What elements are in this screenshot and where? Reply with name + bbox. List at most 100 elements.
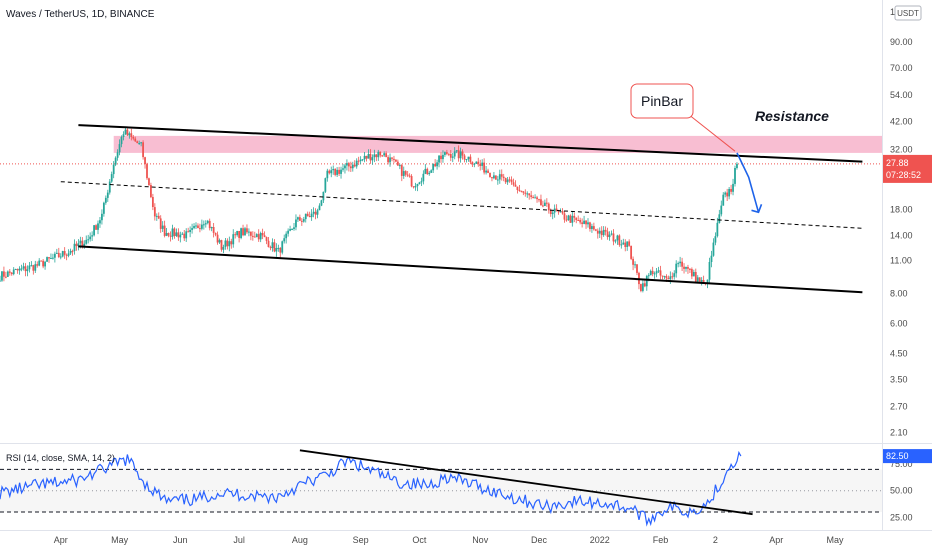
time-axis[interactable]: Apr May Jun Jul Aug Sep Oct Nov Dec 2022 Feb 2 Apr Ma… — [54, 535, 844, 545]
candle-body — [116, 152, 119, 158]
candle-body — [283, 238, 286, 242]
candle-body — [216, 234, 219, 243]
candle-body — [736, 163, 738, 168]
candle-body — [559, 211, 562, 213]
candle-body — [571, 215, 574, 223]
candle-body — [534, 197, 536, 199]
candle-body — [36, 264, 39, 266]
candle-body — [596, 230, 599, 234]
candle-body — [426, 168, 429, 175]
last-price-tag: 27.88 07:28:52 — [883, 154, 932, 183]
candle-body — [422, 173, 425, 182]
projection-arrowhead — [751, 204, 763, 214]
time-tick-label: Nov — [472, 535, 489, 545]
candle-body — [312, 211, 315, 214]
candle-body — [722, 194, 725, 206]
candle-body — [387, 157, 389, 163]
candle-body — [267, 240, 270, 247]
candle-body — [48, 257, 50, 259]
price-pane[interactable] — [0, 0, 882, 443]
candle-body — [75, 243, 78, 247]
candle-body — [91, 235, 94, 237]
candle-body — [367, 154, 370, 159]
candle-body — [134, 138, 137, 142]
pinbar-label: PinBar — [641, 93, 683, 109]
candle-body — [438, 155, 440, 163]
rsi-axis[interactable]: 75.00 50.00 25.00 — [890, 459, 913, 522]
candle-body — [463, 155, 466, 160]
candle-body — [444, 152, 446, 155]
candle-body — [30, 265, 33, 267]
last-price-tag-bg — [883, 154, 932, 183]
candle-body — [667, 278, 670, 280]
candle-body — [112, 164, 115, 175]
candle-body — [46, 257, 48, 262]
candle-body — [483, 162, 486, 173]
candle-body — [246, 228, 248, 233]
candle-body — [610, 233, 613, 235]
candle-body — [538, 199, 540, 201]
candle-body — [632, 258, 634, 265]
candle-body — [716, 222, 719, 237]
candle-body — [671, 276, 674, 278]
candle-body — [518, 189, 521, 191]
candle-body — [161, 225, 164, 229]
candle-body — [496, 179, 499, 181]
candle-body — [130, 133, 133, 137]
candle-body — [89, 236, 92, 240]
candle-body — [581, 222, 584, 224]
candle-body — [373, 154, 376, 158]
candle-body — [410, 176, 413, 187]
candle-body — [218, 240, 221, 243]
candle-body — [540, 199, 542, 206]
candle-body — [512, 182, 515, 185]
candle-body — [273, 242, 276, 252]
candle-body — [371, 157, 374, 161]
candle-body — [171, 228, 174, 237]
candle-body — [334, 169, 337, 175]
candle-body — [248, 231, 250, 233]
candle-body — [93, 225, 95, 236]
candle-body — [14, 269, 17, 270]
candle-body — [675, 263, 678, 274]
candle-body — [38, 260, 41, 266]
candle-body — [451, 156, 454, 158]
candle-body — [85, 239, 88, 244]
candle-body — [557, 211, 560, 213]
candle-body — [683, 266, 685, 269]
price-tick-label: 2.10 — [890, 428, 908, 438]
candle-body — [381, 155, 384, 157]
candle-body — [150, 185, 152, 198]
price-axis[interactable]: 120.0090.0070.0054.0042.0032.0024.0018.0… — [890, 7, 918, 437]
symbol-title: Waves / TetherUS, 1D, BINANCE — [6, 9, 155, 20]
candle-body — [359, 159, 362, 162]
candle-body — [148, 178, 150, 185]
currency-badge[interactable] — [894, 5, 922, 21]
candle-body — [165, 233, 168, 236]
candle-body — [389, 157, 391, 163]
candle-body — [44, 261, 46, 267]
candle-body — [706, 279, 709, 284]
candle-body — [692, 272, 695, 277]
candle-body — [316, 210, 319, 215]
candle-body — [408, 175, 411, 177]
candle-body — [222, 246, 225, 250]
candle-body — [185, 231, 188, 239]
candle-body — [295, 219, 297, 228]
candle-body — [669, 276, 672, 280]
candle-body — [249, 231, 252, 236]
candle-body — [300, 220, 303, 222]
candle-body — [1, 271, 3, 281]
candle-body — [351, 164, 354, 169]
candle-body — [375, 154, 378, 158]
time-tick-label: Jun — [173, 535, 188, 545]
candle-body — [436, 162, 438, 167]
candle-body — [357, 160, 360, 162]
candlestick-series — [0, 126, 738, 293]
rsi-tick-label: 50.00 — [890, 486, 913, 496]
last-price-value: 27.88 — [886, 158, 909, 168]
candle-body — [543, 202, 546, 206]
candle-body — [600, 230, 603, 236]
